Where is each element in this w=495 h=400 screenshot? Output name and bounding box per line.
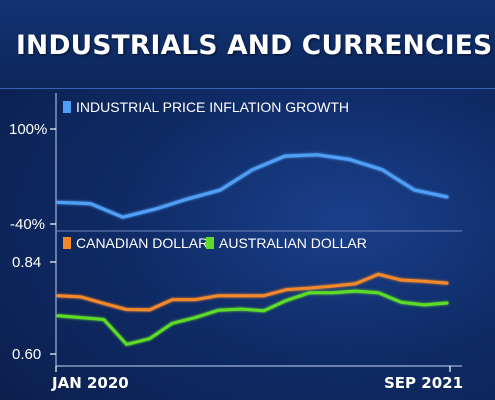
series-line-cad: [56, 272, 449, 312]
legend-label-cad: CANADIAN DOLLAR: [76, 235, 208, 251]
legend-label-aud: AUSTRALIAN DOLLAR: [219, 235, 367, 251]
series-line-inflation: [56, 153, 449, 219]
legend-swatch-cad: [63, 237, 71, 249]
x-label-start: JAN 2020: [51, 374, 129, 392]
y-tick-label-bottom-upper: 0.84: [12, 254, 41, 271]
x-label-end: SEP 2021: [384, 374, 463, 392]
series-line-aud: [56, 289, 449, 346]
chart-title: INDUSTRIALS AND CURRENCIES: [16, 30, 493, 61]
legend-swatch-aud: [206, 237, 214, 249]
title-bar: INDUSTRIALS AND CURRENCIES: [0, 0, 495, 89]
y-tick-label-top-upper: 100%: [9, 121, 47, 138]
y-tick-label-bottom-lower: 0.60: [12, 346, 41, 363]
y-tick-label-top-lower: -40%: [10, 216, 45, 233]
legend-swatch-inflation: [63, 101, 71, 113]
legend-label-inflation: INDUSTRIAL PRICE INFLATION GROWTH: [76, 99, 349, 115]
